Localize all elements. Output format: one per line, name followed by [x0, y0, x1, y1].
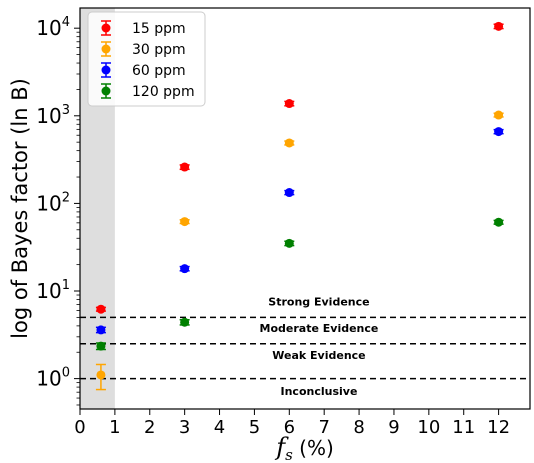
x-tick-label: 6 — [284, 417, 295, 438]
data-point — [284, 188, 294, 198]
x-tick-label: 5 — [249, 417, 260, 438]
legend-label: 30 ppm — [132, 42, 186, 58]
plot-area: Strong Evidence Moderate Evidence Weak Evi… — [8, 7, 531, 463]
data-point — [494, 127, 504, 137]
data-point — [180, 264, 190, 274]
legend-label: 15 ppm — [132, 21, 186, 37]
data-point — [180, 317, 190, 327]
data-point — [96, 325, 106, 335]
legend-box — [87, 11, 206, 107]
data-point — [96, 370, 106, 380]
x-tick-label: 7 — [318, 417, 329, 438]
legend-marker — [101, 86, 111, 96]
y-tick-label: 103 — [36, 103, 70, 128]
data-point — [96, 304, 106, 314]
threshold-label: Inconclusive — [281, 385, 358, 398]
legend-marker — [101, 23, 111, 33]
legend-label: 120 ppm — [132, 84, 195, 100]
data-point — [284, 238, 294, 248]
x-tick-label: 9 — [388, 417, 399, 438]
threshold-label: Moderate Evidence — [260, 322, 379, 335]
data-point — [180, 162, 190, 172]
data-point — [284, 99, 294, 109]
data-point — [494, 110, 504, 120]
x-tick-label: 2 — [144, 417, 155, 438]
x-tick-label: 12 — [487, 417, 510, 438]
legend-marker — [101, 44, 111, 54]
data-point — [180, 217, 190, 227]
y-tick-label: 100 — [36, 366, 70, 391]
y-tick-label: 101 — [36, 278, 70, 303]
y-tick-label: 104 — [36, 15, 70, 40]
x-tick-label: 3 — [179, 417, 190, 438]
threshold-label: Weak Evidence — [272, 349, 365, 362]
x-tick-label: 4 — [214, 417, 225, 438]
y-tick-label: 102 — [36, 190, 70, 215]
data-point — [96, 341, 106, 351]
x-tick-label: 11 — [452, 417, 475, 438]
y-axis-label: log of Bayes factor (ln B) — [8, 78, 32, 339]
data-point — [284, 138, 294, 148]
legend-marker — [101, 65, 111, 75]
data-point — [494, 217, 504, 227]
legend-label: 60 ppm — [132, 63, 186, 79]
x-tick-label: 1 — [109, 417, 120, 438]
x-tick-label: 8 — [353, 417, 364, 438]
axes-frame — [79, 7, 531, 410]
legend: 15 ppm 30 ppm 60 ppm 120 ppm — [87, 11, 206, 107]
threshold-label: Strong Evidence — [268, 295, 369, 308]
x-axis-label: fs (%) — [274, 433, 334, 463]
x-tick-label: 10 — [417, 417, 440, 438]
data-point — [494, 21, 504, 31]
x-tick-label: 0 — [74, 417, 85, 438]
